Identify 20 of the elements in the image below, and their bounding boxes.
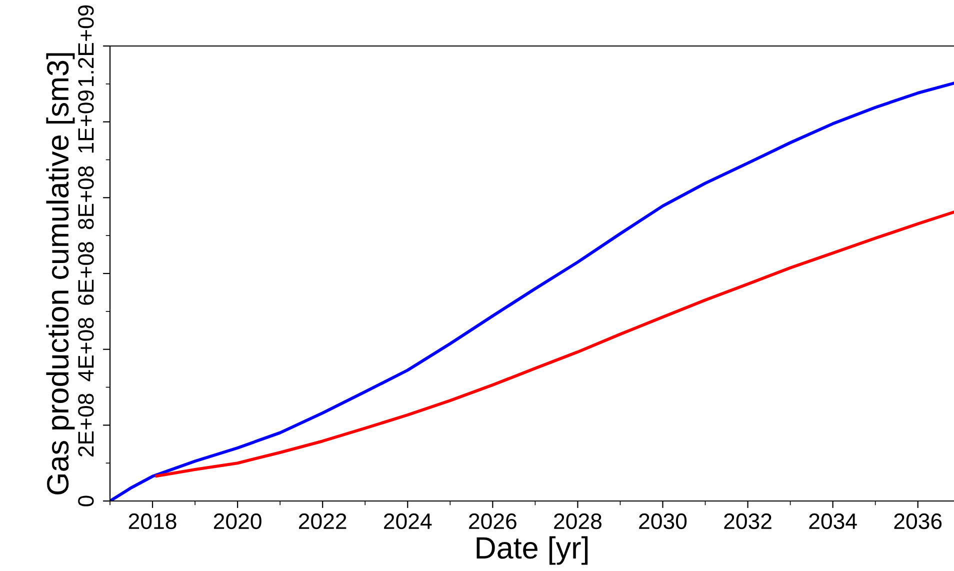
x-tick-label: 2018 (128, 513, 176, 530)
x-tick-label: 2026 (469, 513, 516, 530)
y-tick-label: 2E+08 (78, 394, 94, 456)
x-tick-label: 2024 (384, 513, 432, 530)
y-tick-label: 8E+08 (78, 166, 94, 230)
y-tick-label: 0 (78, 496, 94, 506)
x-tick-label: 2036 (894, 513, 942, 530)
x-axis-title: Date [yr] (476, 536, 588, 565)
x-tick-label: 2028 (554, 513, 602, 530)
x-tick-label: 2030 (639, 513, 687, 530)
line-series (155, 210, 954, 478)
x-tick-label: 2020 (214, 513, 262, 530)
x-tick-label: 2034 (809, 513, 857, 530)
y-tick-label: 6E+08 (78, 242, 94, 305)
y-tick-label: 4E+08 (78, 318, 94, 382)
x-tick-label: 2022 (298, 513, 346, 530)
y-tick-label: 1E+09 (78, 90, 94, 153)
x-tick-label: 2032 (724, 513, 772, 530)
y-axis-title: Gas production cumulative [sm3] (46, 53, 75, 494)
y-tick-label: 1.2E+09 (78, 5, 94, 86)
